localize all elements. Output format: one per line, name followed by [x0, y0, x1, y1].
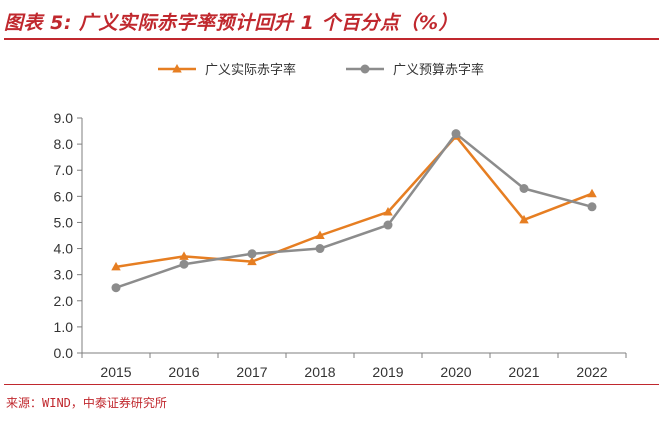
y-axis: 0.0 1.0 2.0 3.0 4.0 5.0 6.0 7.0 8.0 9.0: [54, 110, 83, 361]
data-point: [179, 259, 189, 269]
line-chart: 广义实际赤字率 广义预算赤字率 0.0 1.0 2.0 3.0 4.0 5.0 6.0 7.0 8…: [54, 62, 627, 380]
data-point: [247, 256, 257, 266]
x-tick-label: 2021: [508, 364, 539, 380]
y-tick-label: 4.0: [54, 241, 74, 257]
chart-title: 图表 5: 广义实际赤字率预计回升 1 个百分点（%）: [4, 12, 459, 34]
data-point: [587, 202, 597, 212]
y-tick-label: 0.0: [54, 345, 74, 361]
series-line-2: [115, 132, 593, 289]
data-point: [519, 214, 529, 224]
x-tick-label: 2022: [576, 364, 607, 380]
x-tick-label: 2015: [100, 364, 131, 380]
y-tick-label: 6.0: [54, 188, 74, 204]
legend-item-2: 广义预算赤字率: [346, 62, 484, 78]
legend: 广义实际赤字率 广义预算赤字率: [158, 62, 484, 78]
y-tick-label: 1.0: [54, 319, 74, 335]
data-point: [451, 129, 461, 139]
x-tick-label: 2020: [440, 364, 471, 380]
data-point: [587, 188, 597, 198]
data-point: [179, 251, 189, 260]
x-tick-label: 2018: [304, 364, 335, 380]
y-tick-label: 3.0: [54, 267, 74, 283]
footer-divider: [4, 384, 659, 385]
series-line-1: [115, 135, 593, 269]
data-point: [111, 283, 121, 293]
data-point: [315, 244, 325, 254]
x-axis: 2015 2016 2017 2018 2019 2020 2021 2022: [81, 352, 627, 380]
y-tick-label: 8.0: [54, 136, 74, 152]
legend-label: 广义预算赤字率: [393, 62, 484, 78]
y-tick-label: 7.0: [54, 162, 74, 178]
data-point: [315, 230, 325, 239]
legend-marker: [360, 64, 370, 74]
data-point: [111, 261, 121, 271]
x-tick-label: 2019: [372, 364, 403, 380]
data-point: [519, 184, 529, 193]
legend-item-1: 广义实际赤字率: [158, 62, 296, 78]
source-note: 来源：WIND，中泰证券研究所: [6, 396, 167, 410]
y-tick-label: 5.0: [54, 214, 74, 230]
x-tick-label: 2016: [168, 364, 199, 380]
legend-marker: [172, 64, 182, 73]
y-tick-label: 9.0: [54, 110, 74, 126]
data-point: [247, 249, 257, 259]
title-divider: [4, 38, 659, 40]
legend-label: 广义实际赤字率: [205, 62, 296, 78]
series-group: [111, 129, 597, 293]
data-point: [383, 220, 393, 230]
x-tick-label: 2017: [236, 364, 267, 380]
y-tick-label: 2.0: [54, 293, 74, 309]
data-point: [383, 207, 393, 216]
